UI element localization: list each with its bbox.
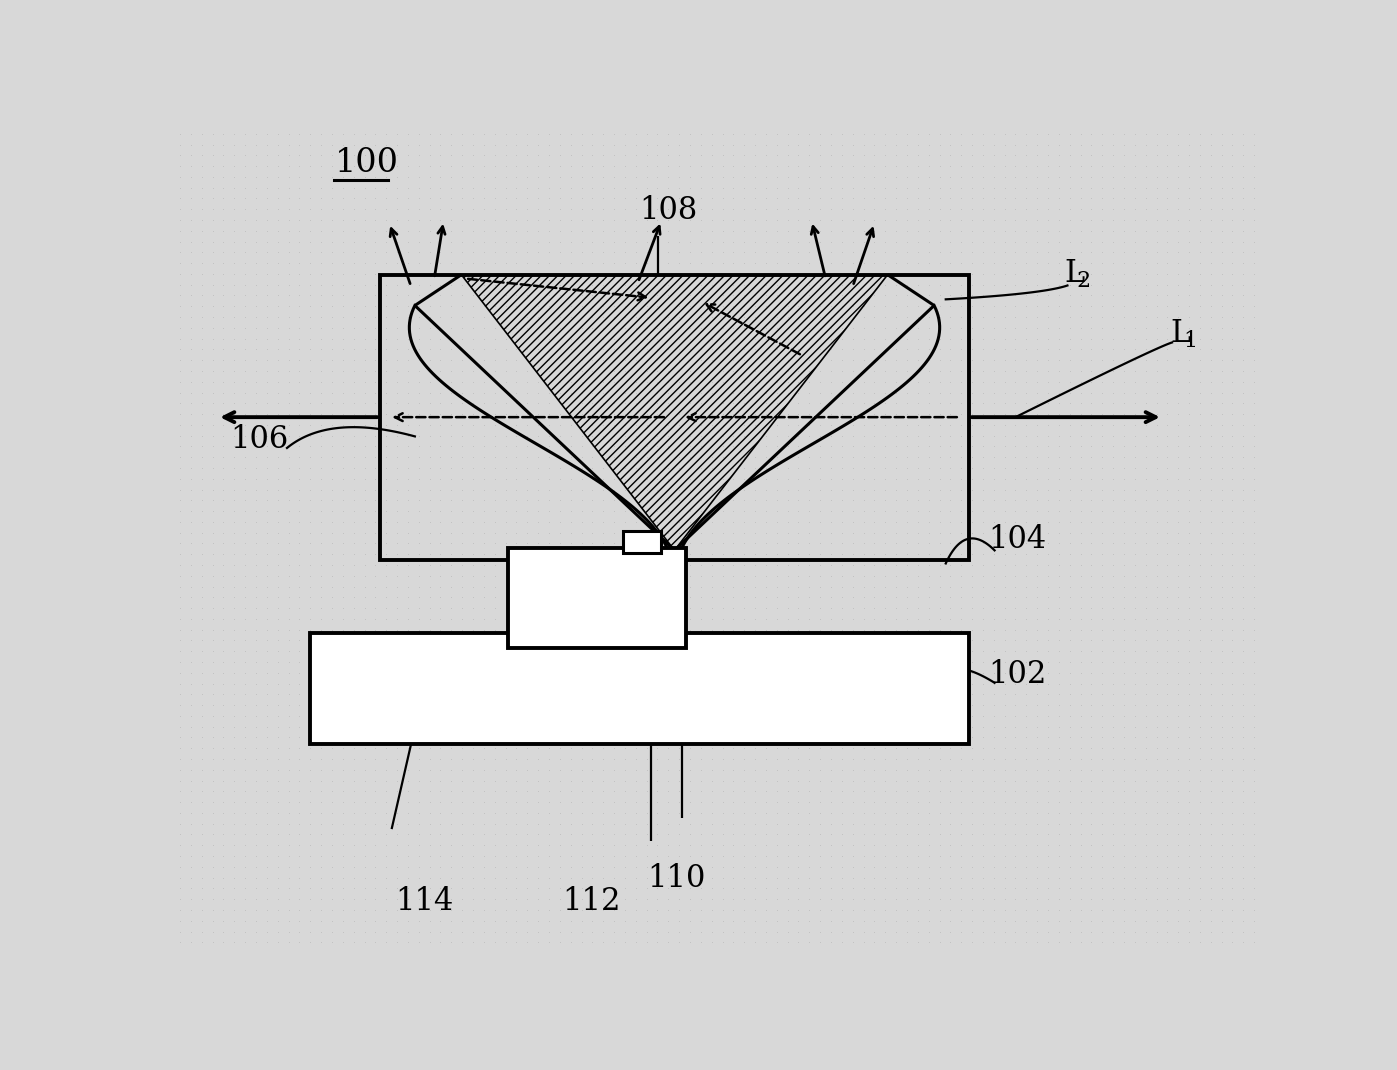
Text: L: L — [1065, 258, 1084, 289]
Bar — [310, 632, 970, 745]
Text: 110: 110 — [647, 862, 705, 893]
Text: 114: 114 — [395, 886, 454, 917]
Text: 104: 104 — [988, 524, 1046, 555]
Text: 108: 108 — [640, 195, 698, 226]
Bar — [623, 531, 661, 553]
Text: 2: 2 — [1077, 270, 1091, 292]
Bar — [380, 275, 970, 560]
Text: 102: 102 — [988, 659, 1046, 690]
Text: 112: 112 — [562, 886, 620, 917]
Text: 106: 106 — [231, 424, 289, 455]
Text: L: L — [1171, 319, 1190, 350]
Text: 1: 1 — [1183, 330, 1197, 352]
Text: 100: 100 — [335, 148, 400, 180]
Bar — [509, 548, 686, 648]
